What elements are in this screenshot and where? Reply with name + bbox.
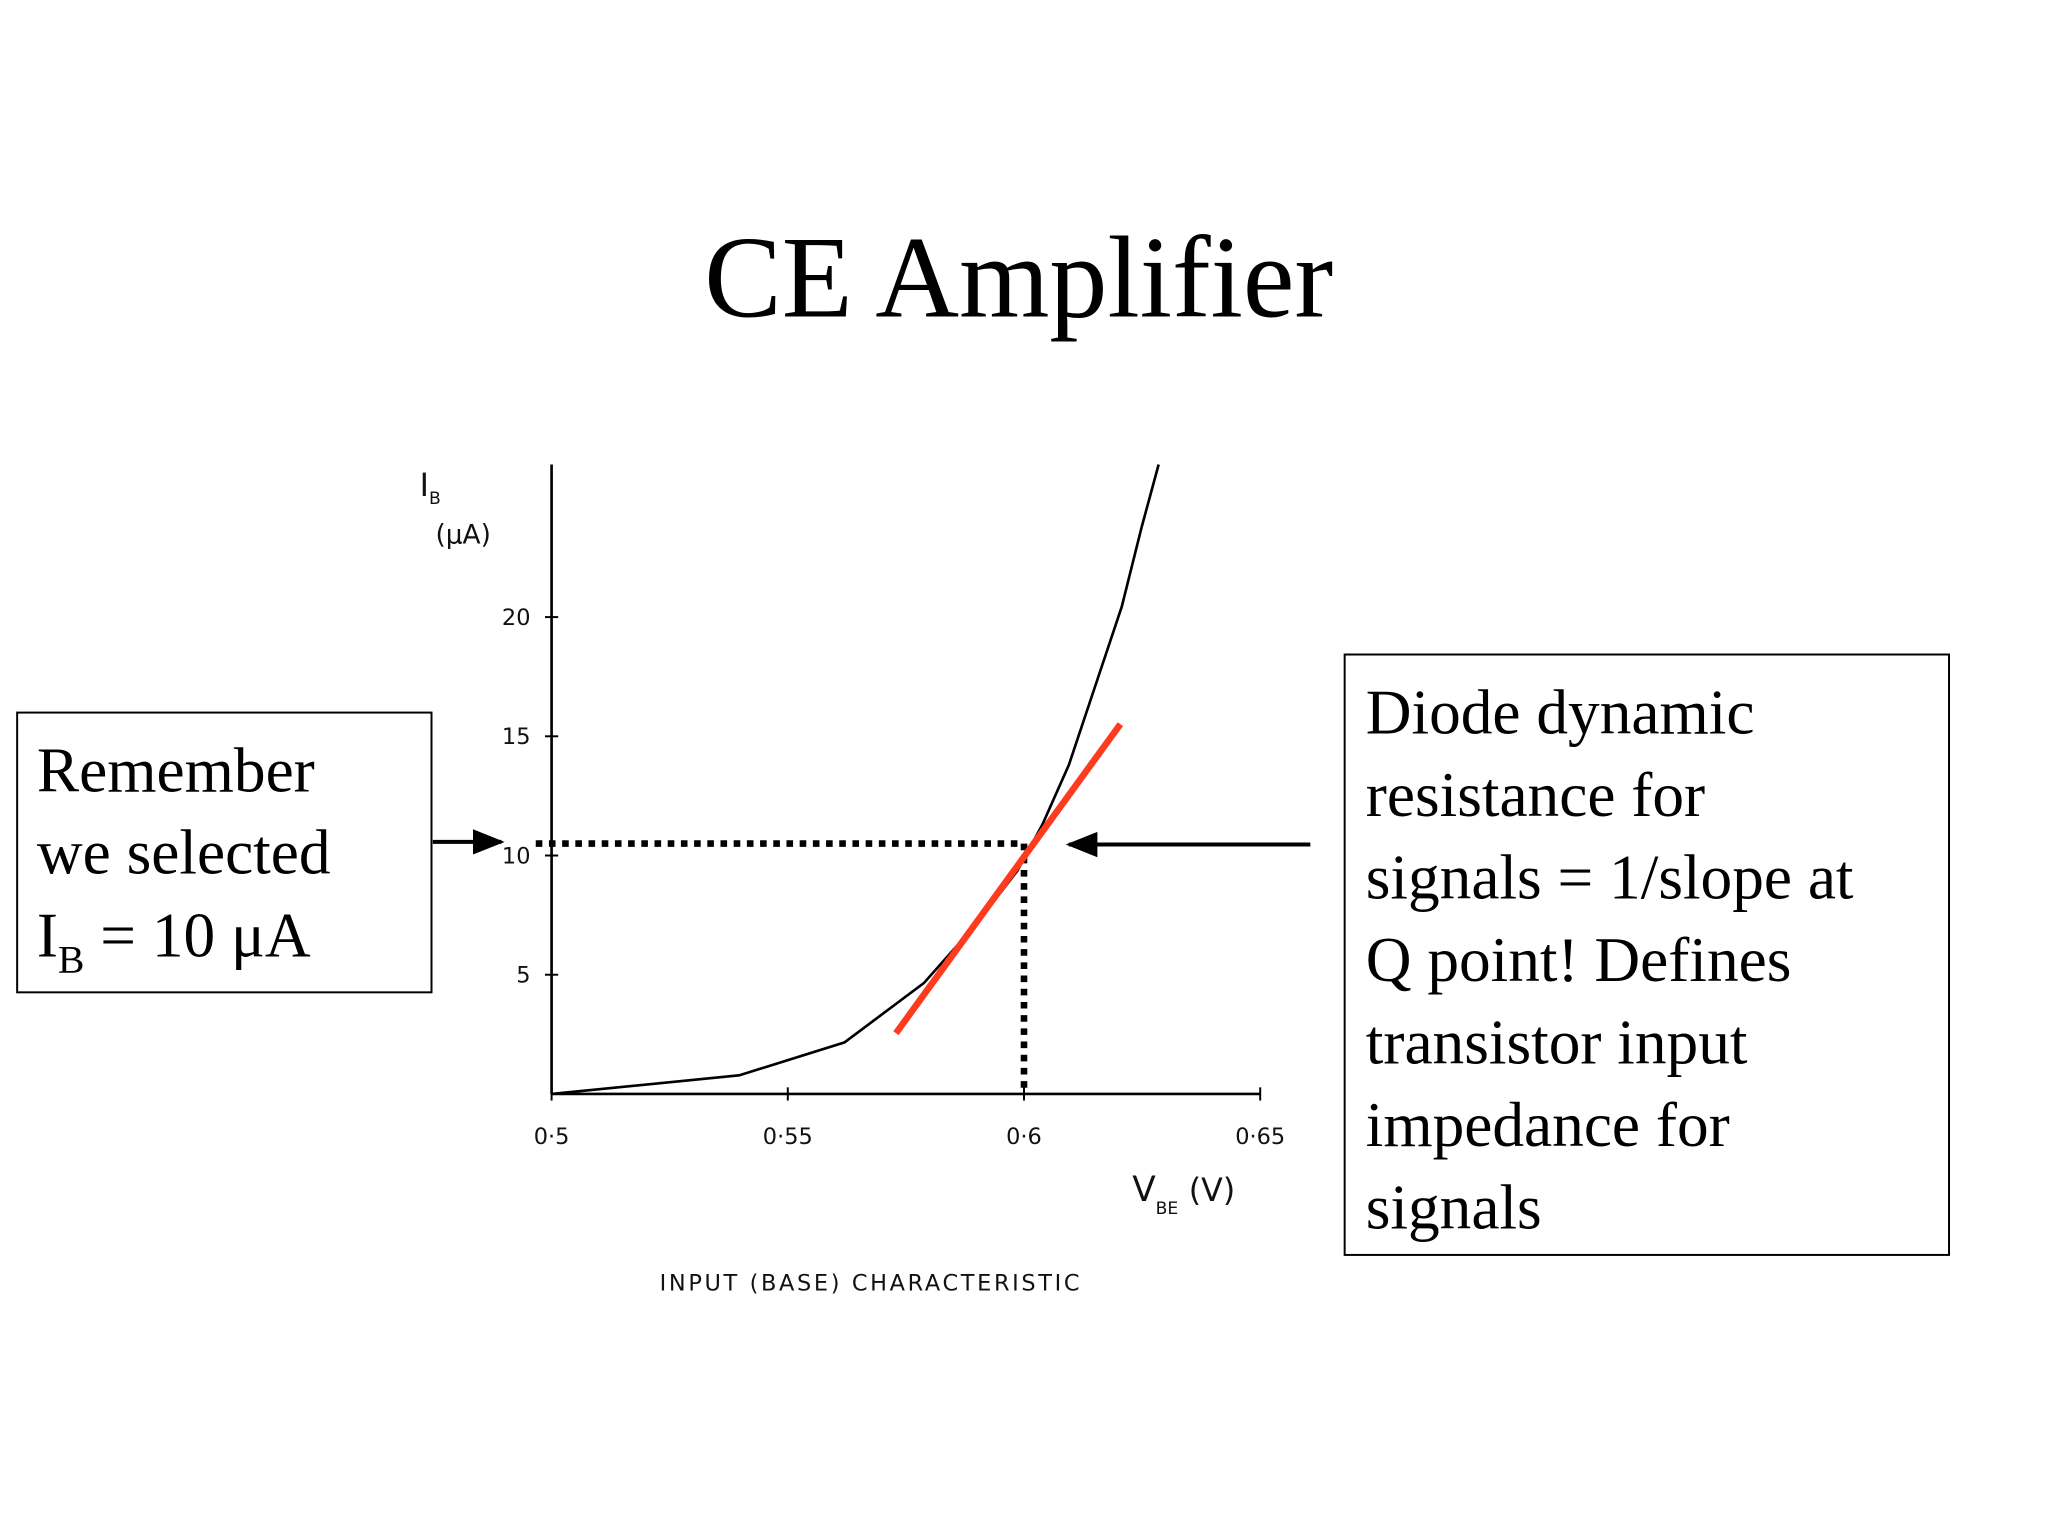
x-tick-label: 0·65 <box>1235 1124 1285 1150</box>
right-box-line: Q point! Defines <box>1366 925 1792 995</box>
left-box-line: we selected <box>37 818 331 888</box>
symbol: I <box>37 901 58 971</box>
left-box-line: IB = 10 μA <box>37 901 311 982</box>
right-box-line: Diode dynamic <box>1366 678 1755 748</box>
y-axis-label: IB (μA) <box>420 468 491 551</box>
right-box-line: transistor input <box>1366 1008 1748 1078</box>
right-box-text: Diode dynamic resistance for signals = 1/s… <box>1366 678 1854 1243</box>
subscript: B <box>429 489 441 509</box>
right-box-line: signals = 1/slope at <box>1366 843 1854 913</box>
slide-title: CE Amplifier <box>704 215 1333 343</box>
unit: (μA) <box>435 521 490 551</box>
y-tick-label: 15 <box>502 724 531 750</box>
tangent-line <box>893 722 1124 1036</box>
unit: (V) <box>1189 1173 1235 1209</box>
x-tick-label: 0·6 <box>1006 1124 1042 1150</box>
right-box <box>1343 653 1951 1256</box>
chart-caption: INPUT (BASE) CHARACTERISTIC <box>660 1271 1083 1297</box>
subscript: BE <box>1156 1199 1179 1219</box>
x-tick-label: 0·5 <box>534 1124 570 1150</box>
x-axis-label: VBE (V) <box>1132 1170 1235 1219</box>
plot: 5 10 15 20 0·5 0·55 0·6 0·65 <box>502 464 1285 1150</box>
text: = 10 μA <box>84 901 310 971</box>
symbol: V <box>1132 1170 1156 1210</box>
x-tick-label: 0·55 <box>763 1124 813 1150</box>
y-tick-label: 20 <box>502 605 531 631</box>
curve <box>551 464 1160 1096</box>
right-box-line: signals <box>1366 1173 1542 1243</box>
label: IB <box>420 468 441 509</box>
right-box-line: resistance for <box>1366 760 1705 830</box>
right-box-line: impedance for <box>1366 1090 1730 1160</box>
subscript: B <box>58 938 84 982</box>
label: VBE (V) <box>1132 1170 1235 1219</box>
y-tick-label: 5 <box>516 963 530 989</box>
y-tick-label: 10 <box>502 843 531 869</box>
left-box <box>16 711 433 994</box>
symbol: I <box>420 468 429 504</box>
left-box-line: Remember <box>37 736 315 806</box>
